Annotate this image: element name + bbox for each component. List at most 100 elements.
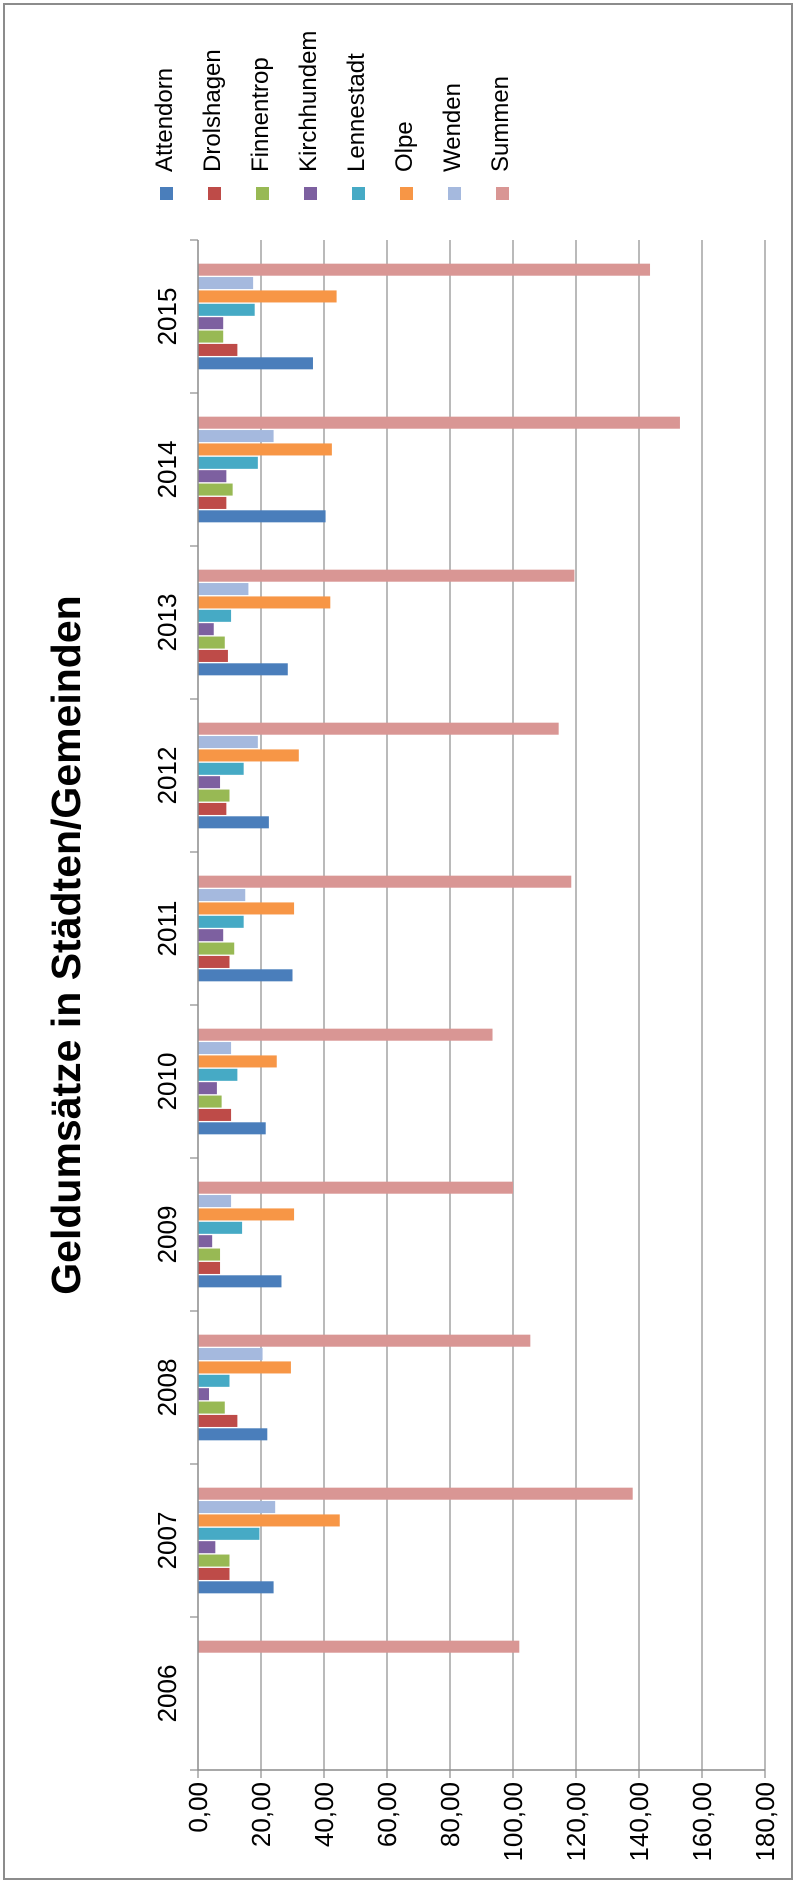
bar-finnentrop: [198, 1248, 221, 1261]
bar-kirchhundem: [198, 470, 227, 483]
tick-labels: 0,00 20,00 40,00 60,00 80,00 100,00 120,00 140,…: [152, 288, 780, 1862]
bar-drolshagen: [198, 1261, 221, 1274]
legend-swatch-lennestadt: [352, 187, 365, 200]
bar-summen: [198, 875, 572, 888]
bar-olpe: [198, 596, 331, 609]
bar-attendorn: [198, 357, 313, 370]
legend-label: Summen: [487, 76, 514, 172]
bar-finnentrop: [198, 483, 233, 496]
bar-summen: [198, 416, 680, 429]
bar-finnentrop: [198, 330, 224, 343]
bar-olpe: [198, 1208, 295, 1221]
bar-kirchhundem: [198, 1235, 213, 1248]
bar-finnentrop: [198, 789, 230, 802]
bar-kirchhundem: [198, 1388, 210, 1401]
y-tick-label: 80,00: [435, 1782, 465, 1847]
bar-kirchhundem: [198, 776, 221, 789]
bar-finnentrop: [198, 1554, 230, 1567]
bar-attendorn: [198, 816, 269, 829]
y-tick-label: 40,00: [309, 1782, 339, 1847]
bar-attendorn: [198, 1428, 268, 1441]
x-tick-label: 2007: [152, 1512, 182, 1570]
bar-wenden: [198, 1195, 232, 1208]
bar-drolshagen: [198, 343, 238, 356]
bar-lennestadt: [198, 609, 232, 622]
bar-attendorn: [198, 969, 293, 982]
legend-swatch-kirchhundem: [304, 187, 317, 200]
bar-kirchhundem: [198, 623, 214, 636]
x-tick-label: 2014: [152, 441, 182, 499]
bar-finnentrop: [198, 1095, 222, 1108]
bar-kirchhundem: [198, 1082, 217, 1095]
legend-label: Lennestadt: [343, 53, 370, 172]
x-tick-label: 2010: [152, 1053, 182, 1111]
legend-label: Wenden: [439, 83, 466, 172]
bar-summen: [198, 1028, 493, 1041]
bar-lennestadt: [198, 1221, 243, 1234]
bar-finnentrop: [198, 636, 225, 649]
bar-drolshagen: [198, 955, 230, 968]
bar-attendorn: [198, 663, 288, 676]
bar-olpe: [198, 902, 295, 915]
bar-attendorn: [198, 510, 326, 523]
bar-drolshagen: [198, 649, 228, 662]
y-tick-label: 20,00: [246, 1782, 276, 1847]
bar-lennestadt: [198, 1068, 238, 1081]
bar-olpe: [198, 1361, 291, 1374]
rotated-chart-container: 0,00 20,00 40,00 60,00 80,00 100,00 120,00 140,…: [5, 5, 798, 1890]
bar-drolshagen: [198, 802, 227, 815]
bar-summen: [198, 1181, 513, 1194]
bar-drolshagen: [198, 496, 227, 509]
legend-label: Finnentrop: [247, 57, 274, 172]
bar-wenden: [198, 1042, 232, 1055]
bar-lennestadt: [198, 762, 244, 775]
bar-lennestadt: [198, 1374, 230, 1387]
bar-attendorn: [198, 1581, 274, 1594]
bar-olpe: [198, 290, 337, 303]
chart-frame: 0,00 20,00 40,00 60,00 80,00 100,00 120,00 140,…: [3, 3, 793, 1880]
bar-olpe: [198, 1514, 340, 1527]
bar-summen: [198, 1487, 633, 1500]
bar-summen: [198, 1640, 520, 1653]
bars: [198, 263, 680, 1653]
y-tick-label: 0,00: [183, 1782, 213, 1833]
y-tick-label: 60,00: [372, 1782, 402, 1847]
y-tick-label: 160,00: [687, 1782, 717, 1862]
bar-drolshagen: [198, 1567, 230, 1580]
gridlines: [190, 239, 766, 1778]
bar-lennestadt: [198, 915, 244, 928]
bar-lennestadt: [198, 1527, 260, 1540]
legend-label: Attendorn: [151, 68, 178, 172]
x-tick-label: 2008: [152, 1359, 182, 1417]
bar-olpe: [198, 749, 299, 762]
bar-drolshagen: [198, 1414, 238, 1427]
bar-kirchhundem: [198, 1541, 216, 1554]
legend-label: Drolshagen: [199, 49, 226, 172]
x-tick-label: 2011: [152, 901, 182, 957]
x-tick-label: 2013: [152, 594, 182, 652]
x-tick-label: 2006: [152, 1665, 182, 1723]
bar-summen: [198, 263, 651, 276]
bar-wenden: [198, 889, 246, 902]
bar-wenden: [198, 430, 274, 443]
y-tick-label: 180,00: [750, 1782, 780, 1862]
bar-chart: 0,00 20,00 40,00 60,00 80,00 100,00 120,00 140,…: [43, 31, 780, 1862]
y-tick-label: 120,00: [561, 1782, 591, 1862]
legend-swatch-wenden: [448, 187, 461, 200]
bar-olpe: [198, 1055, 277, 1068]
bar-wenden: [198, 583, 249, 596]
y-tick-label: 140,00: [624, 1782, 654, 1862]
legend-swatch-finnentrop: [256, 187, 269, 200]
axes: [197, 240, 765, 1771]
bar-olpe: [198, 443, 332, 456]
bar-lennestadt: [198, 456, 258, 469]
bar-attendorn: [198, 1275, 282, 1288]
bar-summen: [198, 569, 575, 582]
x-tick-label: 2012: [152, 747, 182, 805]
bar-wenden: [198, 277, 254, 290]
bar-kirchhundem: [198, 929, 224, 942]
x-tick-label: 2009: [152, 1206, 182, 1264]
bar-wenden: [198, 736, 258, 749]
bar-summen: [198, 1334, 531, 1347]
chart-title: Geldumsätze in Städten/Gemeinden: [43, 595, 89, 1294]
